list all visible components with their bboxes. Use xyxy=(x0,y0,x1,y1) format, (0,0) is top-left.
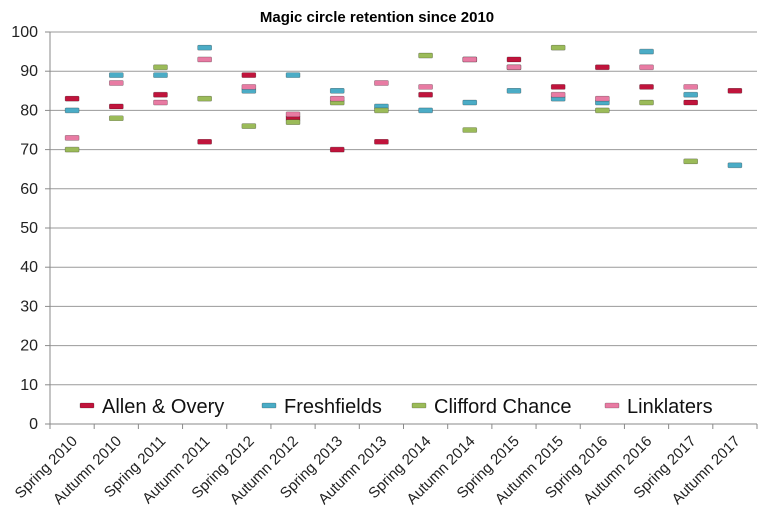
data-point xyxy=(153,64,168,71)
data-point xyxy=(418,52,433,59)
data-point xyxy=(241,72,257,78)
legend-label: Allen & Overy xyxy=(102,396,224,418)
data-marks xyxy=(64,44,743,169)
data-point xyxy=(550,44,566,51)
data-point xyxy=(595,107,610,114)
data-point xyxy=(462,127,478,133)
legend-swatch xyxy=(411,402,427,409)
data-point xyxy=(64,135,80,141)
data-point xyxy=(285,119,301,125)
y-tick-label: 90 xyxy=(20,63,38,80)
legend-swatch xyxy=(79,402,95,409)
data-point xyxy=(462,56,478,63)
data-point xyxy=(153,91,168,98)
data-point xyxy=(374,107,389,114)
data-point xyxy=(64,95,80,102)
data-point xyxy=(197,95,212,102)
gridlines xyxy=(50,31,757,386)
data-point xyxy=(683,158,699,165)
data-point xyxy=(197,56,212,63)
data-point xyxy=(329,146,345,153)
y-tick-label: 10 xyxy=(20,377,38,394)
data-point xyxy=(418,107,433,114)
data-point xyxy=(683,84,699,90)
data-point xyxy=(595,64,610,71)
y-tick-label: 60 xyxy=(20,181,38,198)
data-point xyxy=(108,72,124,78)
data-point xyxy=(374,80,389,86)
data-point xyxy=(64,107,80,114)
data-point xyxy=(241,84,257,90)
y-tick-label: 30 xyxy=(20,298,38,315)
chart-title: Magic circle retention since 2010 xyxy=(260,9,494,26)
data-point xyxy=(418,91,433,98)
data-point xyxy=(462,99,478,106)
data-point xyxy=(683,91,699,98)
data-point xyxy=(727,162,743,169)
legend-label: Clifford Chance xyxy=(434,396,571,418)
data-point xyxy=(197,138,212,145)
data-point xyxy=(727,88,743,94)
data-point xyxy=(64,146,80,153)
y-tick-label: 20 xyxy=(20,338,38,355)
data-point xyxy=(108,80,124,86)
data-point xyxy=(329,95,345,102)
data-point xyxy=(418,84,433,90)
y-tick-label: 70 xyxy=(20,142,38,159)
data-point xyxy=(639,84,654,90)
data-point xyxy=(374,138,389,145)
data-point xyxy=(683,99,699,106)
y-tick-label: 100 xyxy=(11,24,38,41)
data-point xyxy=(153,72,168,78)
data-point xyxy=(108,103,124,110)
legend-swatch xyxy=(261,402,277,409)
data-point xyxy=(550,84,566,90)
legend: Allen & Overy Freshfields Clifford Chance L… xyxy=(79,396,713,418)
data-point xyxy=(550,91,566,98)
data-point xyxy=(197,44,212,51)
y-tick-labels: 0 10 20 30 40 50 60 70 80 90 100 xyxy=(11,24,38,433)
legend-label: Linklaters xyxy=(627,396,713,418)
y-tick-label: 40 xyxy=(20,259,38,276)
data-point xyxy=(108,115,124,122)
data-point xyxy=(506,88,522,94)
data-point xyxy=(506,64,522,71)
data-point xyxy=(241,123,257,129)
data-point xyxy=(639,64,654,71)
data-point xyxy=(506,56,522,63)
axes xyxy=(45,31,758,429)
data-point xyxy=(285,72,301,78)
legend-swatch xyxy=(604,402,620,409)
data-point xyxy=(329,88,345,94)
data-point xyxy=(595,95,610,102)
y-tick-label: 50 xyxy=(20,220,38,237)
data-point xyxy=(153,99,168,106)
data-point xyxy=(639,48,654,55)
y-tick-label: 80 xyxy=(20,102,38,119)
y-tick-label: 0 xyxy=(29,416,38,433)
data-point xyxy=(285,111,301,118)
data-point xyxy=(639,99,654,106)
legend-label: Freshfields xyxy=(284,396,382,418)
